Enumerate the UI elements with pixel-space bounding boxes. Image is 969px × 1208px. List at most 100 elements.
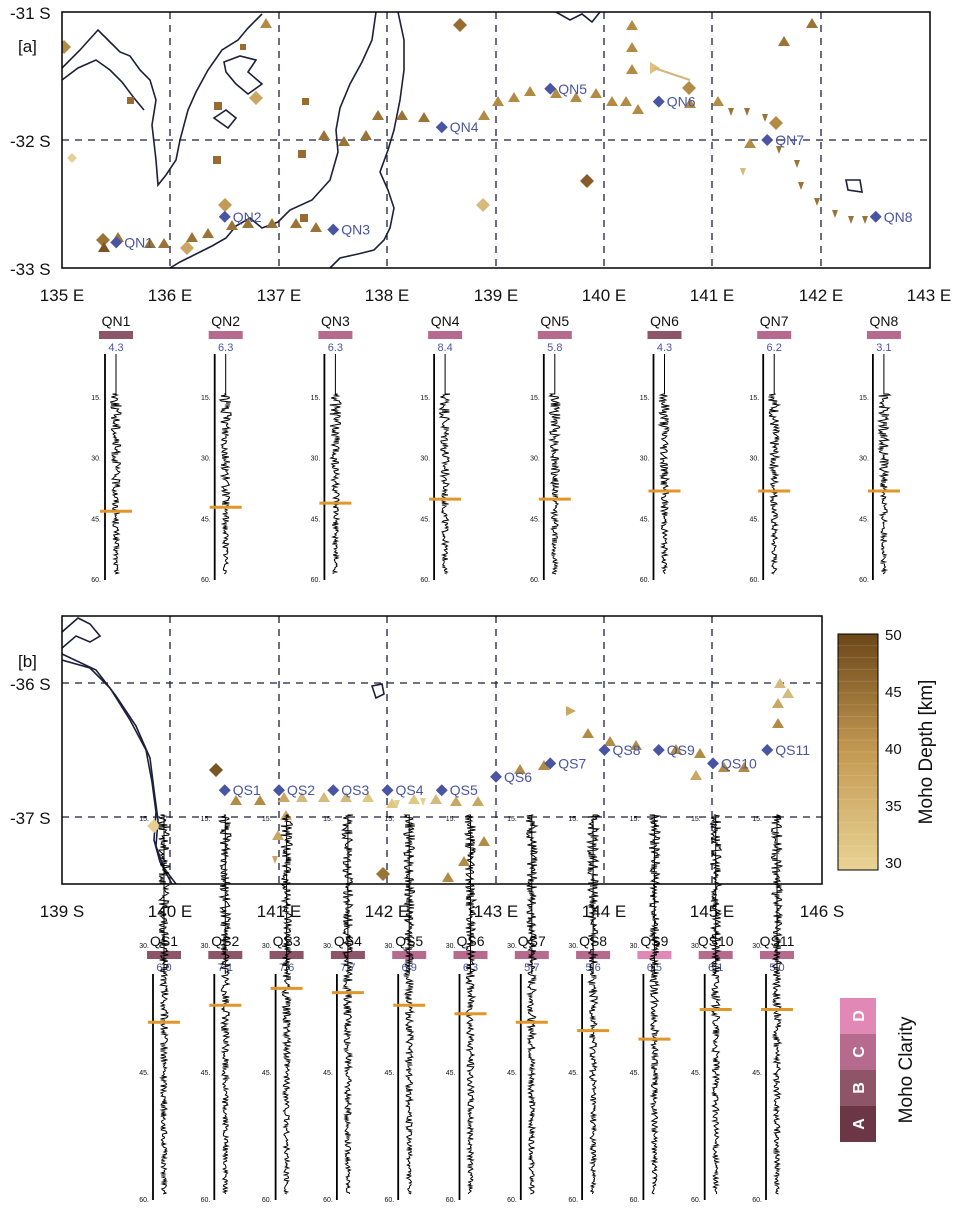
receiver-function-trace [548, 354, 561, 575]
receiver-function-trace [109, 354, 122, 575]
depth-tick: 30. [568, 943, 578, 950]
receiver-function-trace [525, 814, 539, 1195]
clarity-bar [647, 331, 682, 339]
receiver-function-trace [438, 354, 451, 575]
receiver-function-trace [402, 814, 416, 1195]
lon-ticks-a: 135 E 136 E 137 E 138 E 139 E 140 E 141 … [40, 286, 951, 305]
station-label: QN1 [124, 234, 153, 250]
receiver-function-trace [157, 814, 170, 1195]
station-marker [598, 744, 611, 756]
depth-tick: 30. [507, 943, 517, 950]
station-marker [381, 784, 394, 797]
station-marker [110, 236, 123, 249]
station-marker [652, 744, 665, 756]
depth-tick: 60. [139, 1197, 149, 1204]
clarity-letter: D [851, 1010, 868, 1022]
station-marker [490, 770, 502, 783]
depth-tick: 15. [630, 816, 640, 823]
receiver-function-trace [648, 814, 662, 1195]
trace-title: QN3 [321, 313, 350, 329]
trace-title: QN2 [211, 313, 240, 329]
lon-tick: 144 E [582, 902, 626, 921]
lon-tick: 141 E [690, 286, 734, 305]
moho-depth-colorbar: 50 45 40 35 30 Moho Depth [km] [837, 627, 937, 872]
trace-value: 5.8 [547, 342, 562, 354]
clarity-swatch-d [840, 998, 876, 1034]
depth-tick: 15. [640, 395, 650, 402]
clarity-bar [537, 331, 572, 339]
station-label: QS10 [721, 755, 757, 771]
depth-tick: 30. [749, 456, 759, 463]
trace-value: 3.1 [876, 342, 891, 354]
lon-tick: 137 E [257, 286, 301, 305]
lat-tick: -33 S [10, 260, 51, 279]
depth-tick: 45. [262, 1070, 272, 1077]
lon-tick: 140 E [148, 902, 192, 921]
depth-tick: 45. [749, 516, 759, 523]
receiver-function-trace [340, 814, 354, 1195]
depth-tick: 30. [691, 943, 701, 950]
station-marker [761, 744, 774, 756]
moho-clarity-legend: D C B A Moho Clarity [840, 998, 917, 1142]
depth-tick: 15. [859, 395, 869, 402]
depth-tick: 45. [420, 516, 430, 523]
depth-tick: 30. [323, 943, 333, 950]
lon-tick: 142 E [799, 286, 843, 305]
colorbar-tick: 50 [885, 627, 902, 644]
depth-tick: 45. [384, 1070, 394, 1077]
station-marker [327, 223, 340, 236]
depth-tick: 30. [139, 943, 149, 950]
depth-tick: 15. [323, 816, 333, 823]
station-label: QS6 [504, 769, 532, 785]
receiver-function-trace [770, 814, 784, 1195]
depth-tick: 60. [630, 1197, 640, 1204]
station-label: QN6 [667, 94, 696, 110]
trace-value: 6.2 [767, 342, 782, 354]
station-markers-b: QS1 QS2 QS3 QS4 QS5 QS6 QS7 QS8 QS9 QS10 QS11 [218, 742, 810, 798]
depth-tick: 30. [420, 456, 430, 463]
receiver-function-trace [328, 354, 342, 575]
station-marker [435, 121, 448, 134]
depth-tick: 15. [749, 395, 759, 402]
depth-tick: 60. [691, 1197, 701, 1204]
depth-tick: 45. [446, 1070, 456, 1077]
trace-title: QN1 [102, 313, 131, 329]
station-label: QS5 [450, 782, 478, 798]
lon-tick: 146 S [800, 902, 844, 921]
data-markers-b [147, 678, 794, 882]
station-label: QN4 [450, 119, 479, 135]
trace-title: QN5 [540, 313, 569, 329]
station-label: QS9 [667, 742, 695, 758]
station-marker [869, 210, 882, 223]
receiver-function-trace [218, 814, 232, 1195]
depth-tick: 60. [446, 1197, 456, 1204]
station-label: QN3 [341, 222, 370, 238]
depth-tick: 60. [420, 577, 430, 584]
depth-tick: 45. [323, 1070, 333, 1077]
colorbar-tick: 45 [885, 684, 902, 701]
depth-tick: 15. [201, 816, 211, 823]
clarity-letter: B [851, 1082, 868, 1094]
station-label: QN8 [884, 209, 913, 225]
clarity-title: Moho Clarity [896, 1016, 917, 1123]
station-marker [652, 95, 665, 108]
station-marker [707, 757, 719, 770]
depth-tick: 60. [530, 577, 540, 584]
trace-title: QN8 [870, 313, 899, 329]
lon-tick: 143 E [907, 286, 951, 305]
depth-tick: 30. [91, 456, 101, 463]
clarity-bar [99, 331, 133, 339]
receiver-function-trace [585, 814, 601, 1195]
depth-tick: 45. [859, 516, 869, 523]
depth-tick: 15. [139, 816, 149, 823]
depth-tick: 45. [530, 516, 540, 523]
station-marker [544, 757, 557, 770]
lon-tick: 143 E [474, 902, 518, 921]
depth-tick: 15. [507, 816, 517, 823]
station-markers-a: QN1 QN2 QN3 QN4 QN5 QN6 QN7 QN8 [110, 81, 913, 250]
lat-tick: -32 S [10, 132, 51, 151]
depth-tick: 45. [568, 1070, 578, 1077]
station-label: QN5 [558, 81, 587, 97]
